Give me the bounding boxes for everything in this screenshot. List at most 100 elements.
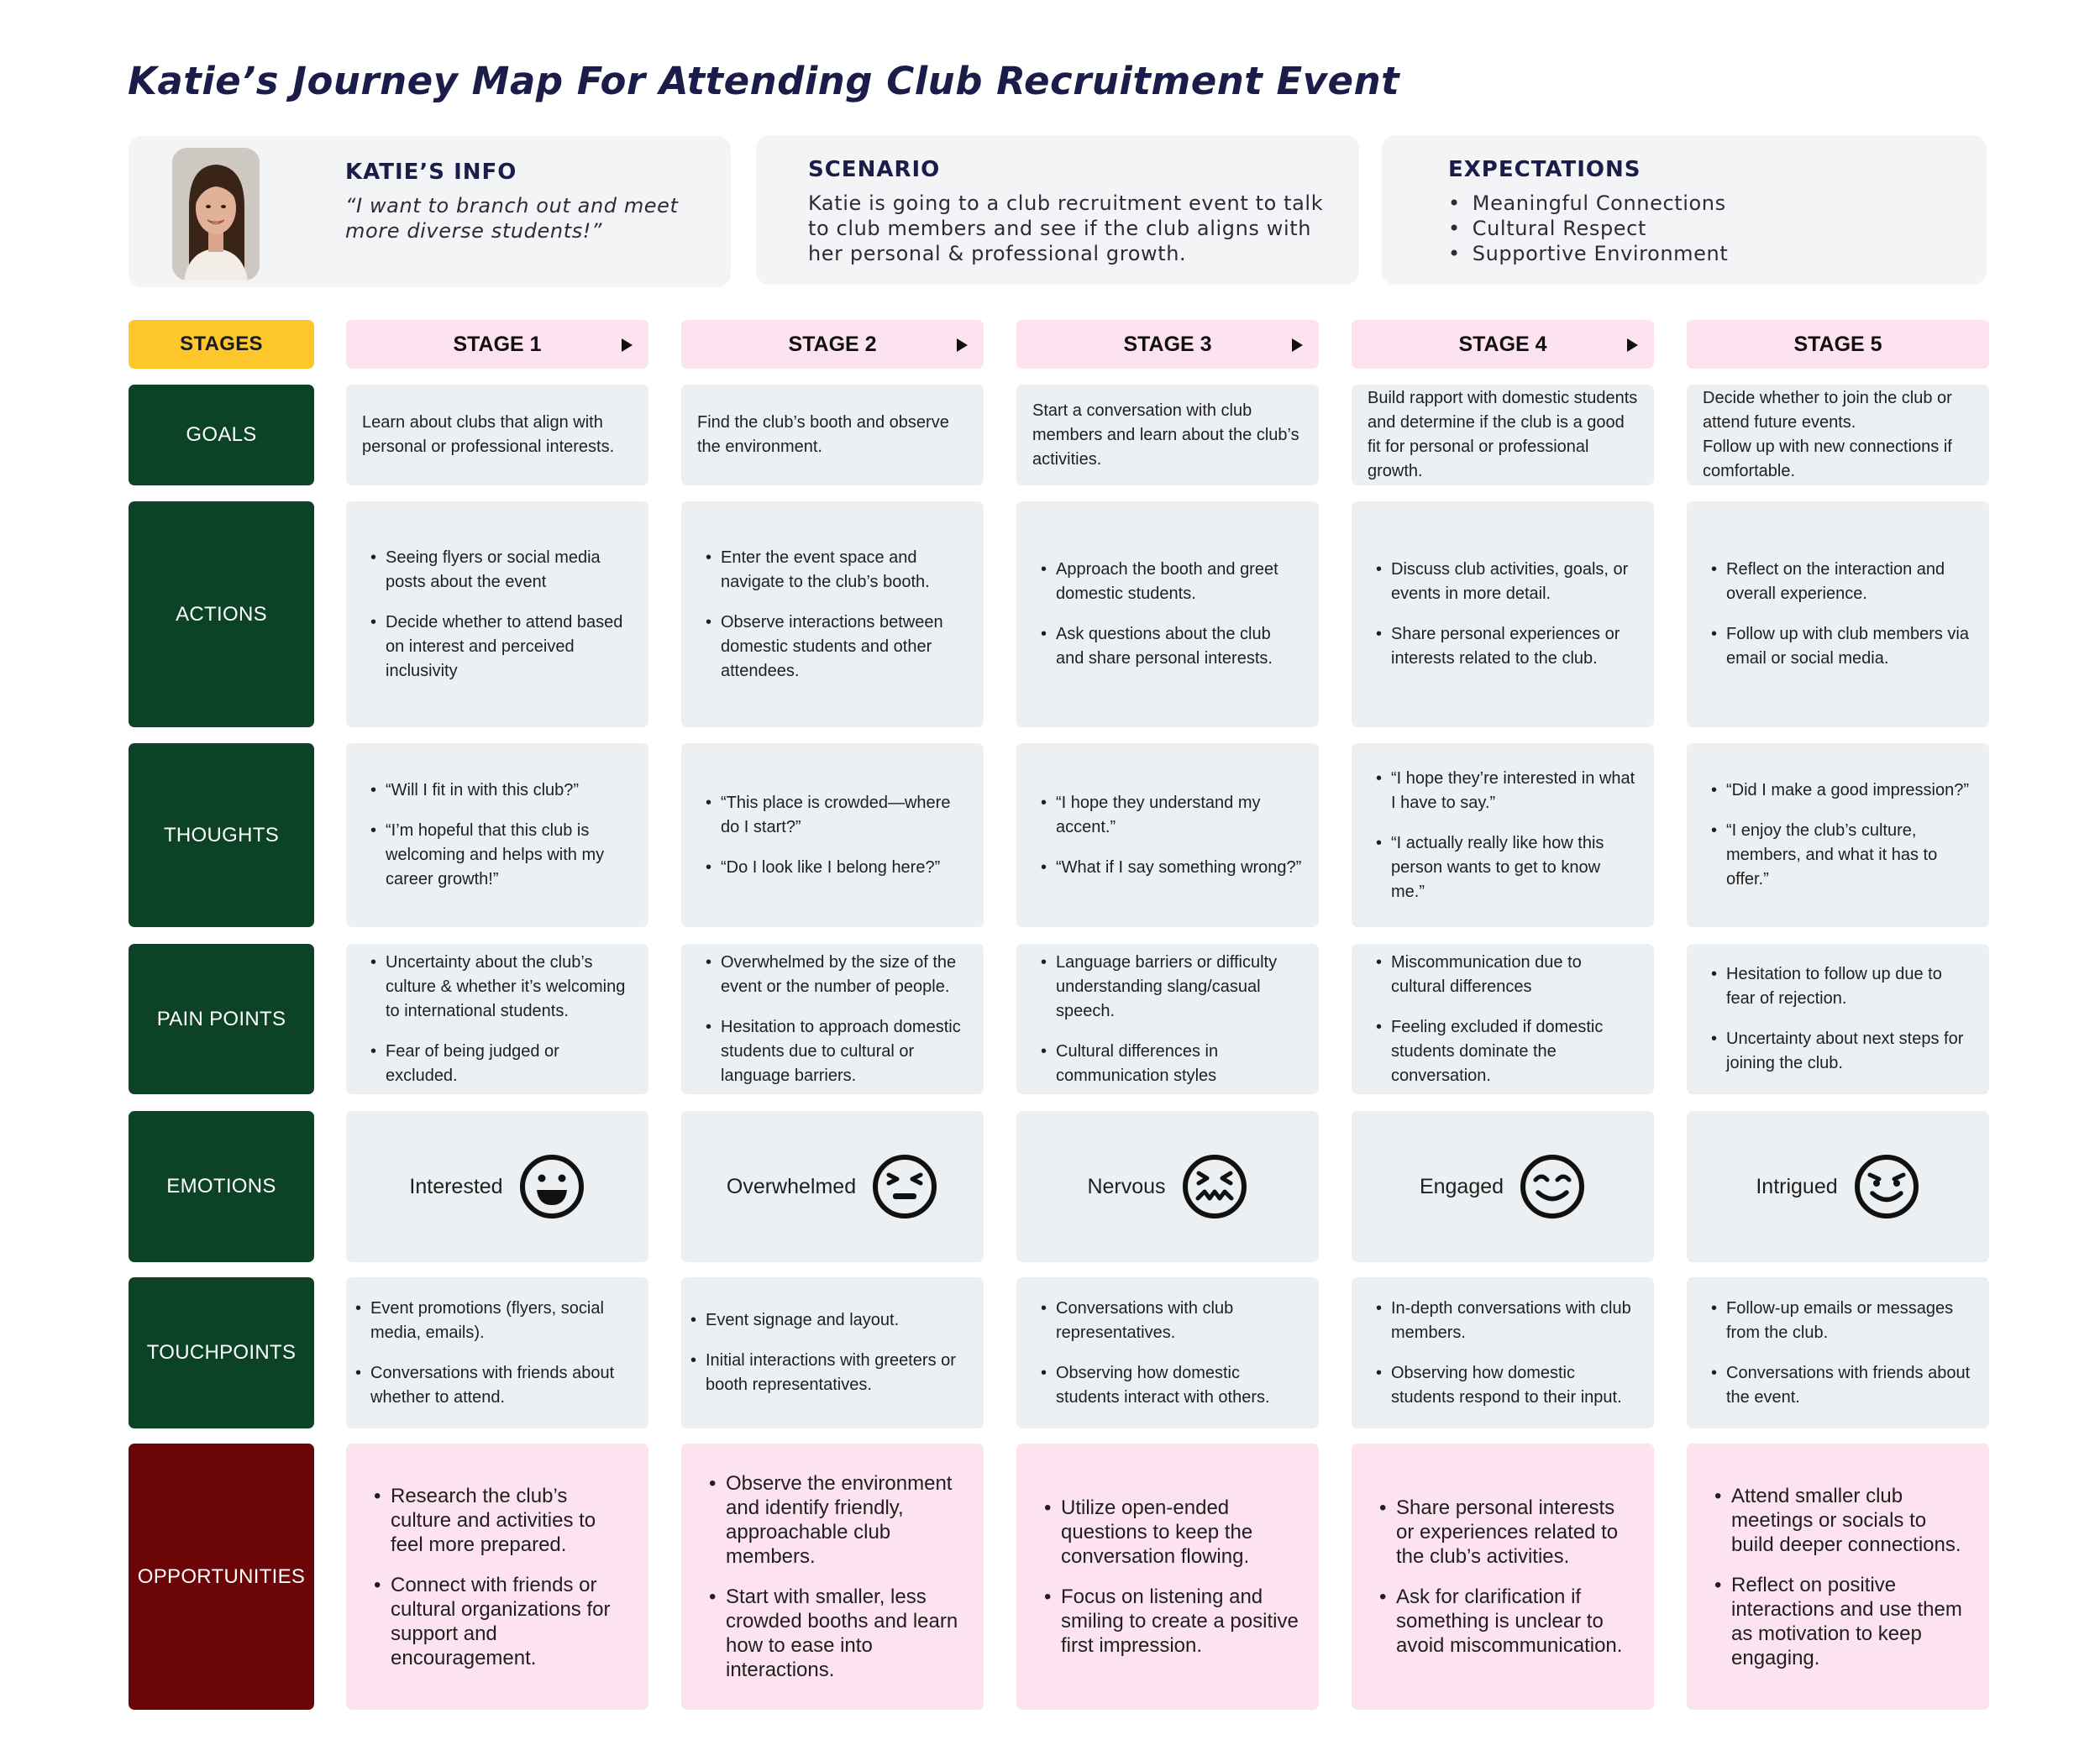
goal-text: Start a conversation with club members a… [1032, 401, 1299, 469]
thought-item: “Did I make a good impression?” [1704, 778, 1972, 803]
touchpoint-item: Follow-up emails or messages from the cl… [1704, 1297, 1972, 1345]
pain-point-item: Uncertainty about next steps for joining… [1704, 1027, 1972, 1076]
touchpoint-item: Event promotions (flyers, social media, … [348, 1297, 632, 1345]
pain-point-item: Uncertainty about the club’s culture & w… [363, 951, 632, 1024]
content-face-icon [1520, 1155, 1585, 1219]
goal-cell-stage-4: Build rapport with domestic students and… [1352, 385, 1654, 485]
emotion-cell-stage-1: Interested [346, 1111, 648, 1262]
action-item: Ask questions about the club and share p… [1033, 622, 1302, 671]
goal-text: Build rapport with domestic students and… [1368, 389, 1638, 480]
pain-point-item: Miscommunication due to cultural differe… [1368, 951, 1637, 999]
katie-info-heading: KATIE’S INFO [345, 160, 517, 185]
action-item: Enter the event space and navigate to th… [698, 546, 967, 595]
stage-3-title: STAGE 3 [1123, 332, 1212, 356]
row-label-actions: ACTIONS [129, 501, 314, 727]
row-label-opportunities: OPPORTUNITIES [129, 1444, 314, 1710]
action-item: Decide whether to attend based on intere… [363, 611, 632, 684]
stage-2-header: STAGE 2 [681, 320, 984, 369]
play-arrow-icon [957, 338, 968, 352]
pain-points-cell-stage-4: Miscommunication due to cultural differe… [1352, 944, 1654, 1094]
actions-cell-stage-5: Reflect on the interaction and overall e… [1687, 501, 1989, 727]
opportunities-cell-stage-3: Utilize open-ended questions to keep the… [1016, 1444, 1319, 1710]
play-arrow-icon [1627, 338, 1638, 352]
touchpoints-cell-stage-2: Event signage and layout. Initial intera… [681, 1277, 984, 1428]
thought-item: “Will I fit in with this club?” [363, 778, 632, 803]
pain-point-item: Hesitation to approach domestic students… [698, 1015, 967, 1088]
emotion-label: Nervous [1087, 1174, 1166, 1198]
thought-item: “I hope they understand my accent.” [1033, 791, 1302, 840]
goal-cell-stage-2: Find the club’s booth and observe the en… [681, 385, 984, 485]
scenario-card: SCENARIO Katie is going to a club recrui… [756, 135, 1359, 285]
page-title: Katie’s Journey Map For Attending Club R… [128, 59, 1400, 103]
pain-points-cell-stage-1: Uncertainty about the club’s culture & w… [346, 944, 648, 1094]
thought-item: “What if I say something wrong?” [1033, 856, 1302, 880]
smirking-face-icon [1854, 1155, 1919, 1219]
nervous-face-icon [1182, 1155, 1247, 1219]
action-item: Share personal experiences or interests … [1368, 622, 1637, 671]
action-item: Follow up with club members via email or… [1704, 622, 1972, 671]
goal-cell-stage-3: Start a conversation with club members a… [1016, 385, 1319, 485]
touchpoint-item: Initial interactions with greeters or bo… [683, 1349, 967, 1397]
action-item: Reflect on the interaction and overall e… [1704, 558, 1972, 606]
row-label-pain-points: PAIN POINTS [129, 944, 314, 1094]
pain-point-item: Overwhelmed by the size of the event or … [698, 951, 967, 999]
emotion-cell-stage-4: Engaged [1352, 1111, 1654, 1262]
opportunities-cell-stage-1: Research the club’s culture and activiti… [346, 1444, 648, 1710]
overwhelmed-face-icon [873, 1155, 937, 1219]
row-label-emotions: EMOTIONS [129, 1111, 314, 1262]
expectation-item: Cultural Respect [1448, 216, 1952, 241]
opportunity-item: Research the club’s culture and activiti… [366, 1484, 628, 1557]
expectations-card: EXPECTATIONS Meaningful Connections Cult… [1382, 135, 1987, 285]
play-arrow-icon [622, 338, 633, 352]
row-label-goals: GOALS [129, 385, 314, 485]
touchpoints-cell-stage-3: Conversations with club representatives.… [1016, 1277, 1319, 1428]
touchpoint-item: Conversations with friends about the eve… [1704, 1361, 1972, 1410]
action-item: Observe interactions between domestic st… [698, 611, 967, 684]
actions-cell-stage-4: Discuss club activities, goals, or event… [1352, 501, 1654, 727]
emotion-label: Interested [409, 1174, 503, 1198]
stage-1-header: STAGE 1 [346, 320, 648, 369]
emotion-cell-stage-3: Nervous [1016, 1111, 1319, 1262]
expectation-item: Supportive Environment [1448, 241, 1952, 266]
pain-points-cell-stage-5: Hesitation to follow up due to fear of r… [1687, 944, 1989, 1094]
opportunity-item: Focus on listening and smiling to create… [1037, 1585, 1299, 1658]
katie-quote: “I want to branch out and meet more dive… [345, 194, 679, 243]
stage-2-title: STAGE 2 [788, 332, 877, 356]
emotion-label: Engaged [1419, 1174, 1504, 1198]
opportunities-cell-stage-2: Observe the environment and identify fri… [681, 1444, 984, 1710]
goal-text: Learn about clubs that align with person… [362, 413, 615, 456]
opportunity-item: Share personal interests or experiences … [1372, 1496, 1634, 1569]
opportunity-item: Connect with friends or cultural organiz… [366, 1573, 628, 1670]
thoughts-cell-stage-5: “Did I make a good impression?” “I enjoy… [1687, 743, 1989, 927]
goal-cell-stage-1: Learn about clubs that align with person… [346, 385, 648, 485]
pain-point-item: Cultural differences in communication st… [1033, 1040, 1302, 1088]
opportunities-cell-stage-4: Share personal interests or experiences … [1352, 1444, 1654, 1710]
action-item: Discuss club activities, goals, or event… [1368, 558, 1637, 606]
stage-1-title: STAGE 1 [453, 332, 542, 356]
action-item: Approach the booth and greet domestic st… [1033, 558, 1302, 606]
stage-4-header: STAGE 4 [1352, 320, 1654, 369]
pain-point-item: Fear of being judged or excluded. [363, 1040, 632, 1088]
thoughts-cell-stage-4: “I hope they’re interested in what I hav… [1352, 743, 1654, 927]
goal-cell-stage-5: Decide whether to join the club or atten… [1687, 385, 1989, 485]
katie-info-card: KATIE’S INFO “I want to branch out and m… [129, 136, 731, 287]
avatar-photo [172, 148, 260, 280]
emotion-label: Intrigued [1756, 1174, 1838, 1198]
thoughts-cell-stage-3: “I hope they understand my accent.” “Wha… [1016, 743, 1319, 927]
play-arrow-icon [1292, 338, 1303, 352]
pain-point-item: Hesitation to follow up due to fear of r… [1704, 962, 1972, 1011]
thought-item: “I enjoy the club’s culture, members, an… [1704, 819, 1972, 892]
expectations-heading: EXPECTATIONS [1448, 157, 1641, 182]
touchpoint-item: Conversations with friends about whether… [348, 1361, 632, 1410]
thoughts-cell-stage-2: “This place is crowded—where do I start?… [681, 743, 984, 927]
opportunity-item: Attend smaller club meetings or socials … [1707, 1484, 1969, 1557]
expectations-list: Meaningful Connections Cultural Respect … [1448, 191, 1952, 266]
thought-item: “This place is crowded—where do I start?… [698, 791, 967, 840]
touchpoint-item: Observing how domestic students respond … [1368, 1361, 1637, 1410]
opportunity-item: Reflect on positive interactions and use… [1707, 1573, 1969, 1670]
emotion-cell-stage-5: Intrigued [1687, 1111, 1989, 1262]
thought-item: “I actually really like how this person … [1368, 831, 1637, 904]
pain-point-item: Feeling excluded if domestic students do… [1368, 1015, 1637, 1088]
opportunity-item: Start with smaller, less crowded booths … [701, 1585, 963, 1682]
pain-point-item: Language barriers or difficulty understa… [1033, 951, 1302, 1024]
